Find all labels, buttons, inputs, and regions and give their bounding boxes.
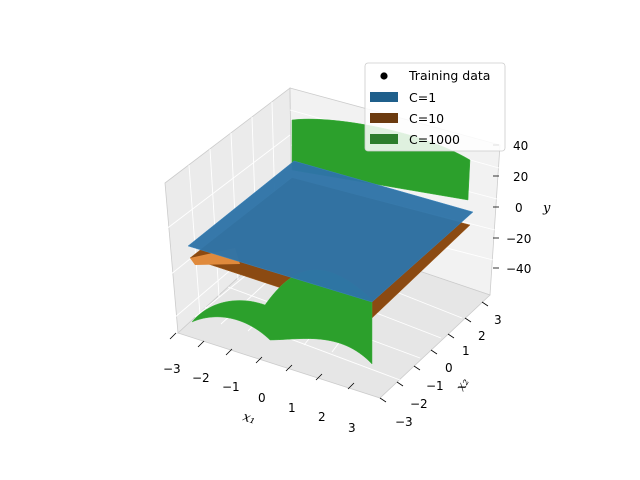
z-tick-label: 40 <box>513 139 528 153</box>
y-tick-label: 2 <box>478 329 486 343</box>
x-tick-label: −3 <box>163 362 181 376</box>
legend-swatch-c10 <box>370 113 398 123</box>
legend-marker-training-data <box>380 72 388 80</box>
z-tick-label: −20 <box>506 232 531 246</box>
y-tick-label: −1 <box>426 379 444 393</box>
y-tick-label: 0 <box>445 361 453 375</box>
y-tick-label: 1 <box>462 344 470 358</box>
legend-swatch-c1000 <box>370 134 398 144</box>
legend-label: Training data <box>408 68 490 83</box>
y-axis-ticks <box>379 301 489 403</box>
x-tick-label: −2 <box>192 371 210 385</box>
z-tick-label: 0 <box>515 201 523 215</box>
x-tick-label: −1 <box>222 380 240 394</box>
y-tick-label: −2 <box>410 397 428 411</box>
z-tick-label: 20 <box>513 170 528 184</box>
y-tick-label: 3 <box>494 313 502 327</box>
y-axis-label: x₂ <box>453 376 472 394</box>
x-axis-label: x₁ <box>241 410 258 428</box>
x-tick-label: 0 <box>258 391 266 405</box>
legend-swatch-c1 <box>370 92 398 102</box>
surface-c1 <box>187 160 474 303</box>
x-tick-label: 3 <box>348 421 356 435</box>
z-axis-label: y <box>542 201 551 216</box>
legend-label: C=1000 <box>409 132 460 147</box>
legend-box <box>364 62 506 152</box>
x-tick-label: 2 <box>318 410 326 424</box>
z-tick-label: −40 <box>506 262 531 276</box>
x-axis-ticks <box>169 332 355 390</box>
legend-label: C=10 <box>409 111 444 126</box>
legend: Training data C=1 C=10 C=1000 <box>364 62 506 152</box>
legend-label: C=1 <box>409 90 436 105</box>
y-tick-label: −3 <box>395 415 413 429</box>
x-tick-label: 1 <box>288 401 296 415</box>
